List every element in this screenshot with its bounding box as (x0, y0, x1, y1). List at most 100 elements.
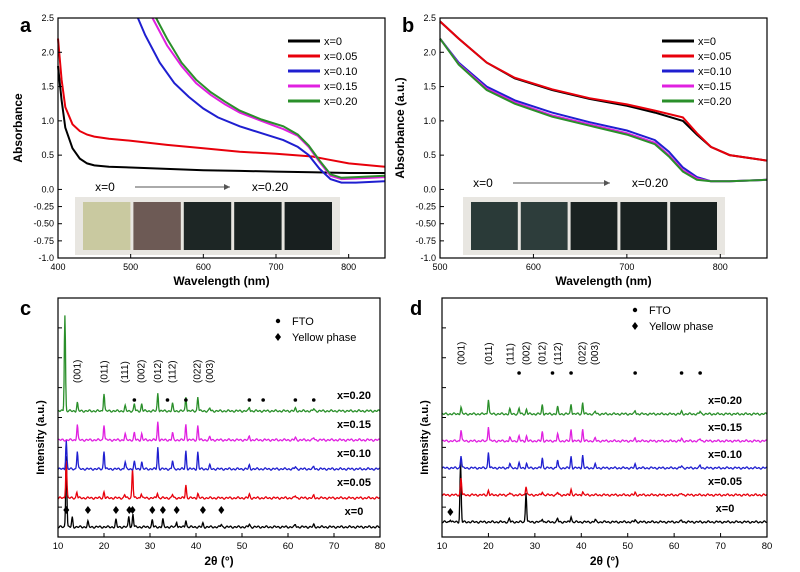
series-pattern-x=0.15 (441, 427, 768, 443)
series-pattern-x=0.10 (57, 440, 380, 471)
peak-hkl-label: (001) (457, 342, 468, 365)
legend-label: FTO (292, 316, 314, 328)
fto-marker (293, 398, 298, 402)
legend-yellow-marker (275, 333, 281, 341)
peak-hkl-label: (012) (537, 342, 548, 365)
y-tick-label: -0.50 (415, 219, 436, 229)
panel-a: a x=0 x=0.20 -1.0 -0.75 -0.50 -0.25 0.0 0.5 1.0 1.… (11, 13, 386, 288)
legend-label: x=0.20 (324, 96, 357, 108)
fto-marker (247, 398, 252, 402)
y-tick-label: 1.5 (41, 82, 54, 92)
x-tick-label: 600 (196, 262, 211, 272)
x-axis-label: 2θ (°) (204, 554, 233, 568)
inset-end-label: x=0.20 (252, 180, 289, 194)
series-pattern-x=0 (442, 461, 768, 524)
inset-end-label: x=0.20 (632, 176, 669, 190)
inset-film-swatch (570, 202, 618, 250)
peak-hkl-label: (112) (168, 360, 179, 383)
fto-marker (550, 371, 555, 375)
inset-film-swatch (234, 202, 282, 250)
inset-film-swatch (620, 202, 668, 250)
peak-hkl-label: (111) (506, 343, 517, 365)
series-line-x=0.05 (439, 20, 768, 162)
x-tick-label: 50 (237, 541, 248, 552)
panel-label: a (20, 15, 32, 37)
inset-arrow-head (604, 180, 610, 186)
y-axis-label: Absorbance (11, 93, 25, 163)
y-tick-label: 1.0 (423, 116, 436, 126)
series-pattern-x=0.05 (57, 460, 381, 500)
x-tick-label: 30 (530, 541, 541, 552)
y-tick-label: -0.75 (33, 236, 54, 246)
y-tick-label: 2.5 (41, 13, 54, 23)
series-label-x=0.20: x=0.20 (708, 395, 742, 407)
legend-label: x=0 (324, 36, 342, 48)
x-tick-label: 600 (526, 262, 541, 272)
peak-hkl-label: (011) (99, 360, 110, 383)
series-pattern-x=0.20 (442, 399, 768, 416)
legend-label: Yellow phase (649, 321, 713, 333)
yellow-phase-marker (173, 506, 180, 514)
x-axis-label: Wavelength (nm) (173, 274, 269, 288)
fto-marker (517, 371, 521, 375)
yellow-phase-marker (149, 506, 156, 514)
series-label-x=0.15: x=0.15 (337, 419, 371, 431)
peak-hkl-label: (002) (522, 342, 533, 365)
fto-marker (679, 371, 684, 375)
x-tick-label: 80 (762, 541, 773, 552)
y-tick-label: -0.75 (415, 236, 436, 246)
y-tick-label: -0.25 (415, 202, 436, 212)
x-tick-label: 60 (669, 541, 680, 552)
plot-frame (441, 297, 768, 538)
series-pattern-x=0 (57, 456, 381, 529)
x-tick-label: 30 (145, 541, 156, 552)
inset-film-swatch (183, 202, 232, 250)
y-tick-label: -1.0 (420, 253, 436, 263)
yellow-phase-marker (126, 506, 133, 514)
plot-frame (57, 17, 386, 259)
yellow-phase-marker (129, 506, 136, 514)
peak-hkl-label: (003) (205, 360, 216, 383)
x-tick-label: 40 (191, 541, 202, 552)
y-axis-label: Intensity (a.u.) (35, 400, 47, 475)
fto-marker (569, 371, 573, 375)
inset-film-swatch (471, 202, 518, 250)
legend-label: Yellow phase (292, 332, 356, 344)
legend-label: x=0.15 (324, 81, 357, 93)
inset-start-label: x=0 (95, 180, 115, 194)
series-label-x=0.20: x=0.20 (337, 390, 371, 402)
y-tick-label: -1.0 (38, 253, 54, 263)
yellow-phase-marker (112, 506, 119, 514)
x-tick-label: 50 (622, 541, 633, 552)
series-pattern-x=0.20 (58, 315, 381, 413)
panel-label: c (20, 298, 31, 320)
peak-hkl-label: (111) (120, 361, 131, 383)
series-line-x=0.10 (136, 17, 386, 184)
x-tick-label: 700 (268, 262, 283, 272)
series-label-x=0.15: x=0.15 (708, 422, 742, 434)
legend-label: x=0.05 (698, 51, 731, 63)
legend-label: x=0.05 (324, 51, 357, 63)
inset-film-swatch (83, 202, 131, 250)
y-tick-label: 2.0 (41, 47, 54, 57)
inset-photo: x=0 x=0.20 (463, 176, 725, 255)
fto-marker (261, 398, 265, 402)
y-tick-label: 2.0 (423, 47, 436, 57)
y-tick-label: 0.0 (41, 184, 54, 194)
series-line-x=0 (57, 65, 385, 174)
x-tick-label: 800 (713, 262, 728, 272)
inset-arrow-head (224, 184, 230, 190)
legend-label: x=0 (698, 36, 716, 48)
x-tick-label: 10 (53, 541, 64, 552)
fto-marker (633, 371, 637, 375)
legend-fto-marker (275, 318, 281, 324)
series-line-x=0.20 (155, 17, 386, 179)
x-tick-label: 20 (99, 541, 110, 552)
peak-hkl-label: (002) (137, 360, 148, 383)
legend-label: x=0.20 (698, 96, 731, 108)
y-tick-label: 1.5 (423, 82, 436, 92)
x-tick-label: 70 (715, 541, 726, 552)
fto-marker (165, 398, 170, 402)
fto-marker (132, 398, 137, 402)
